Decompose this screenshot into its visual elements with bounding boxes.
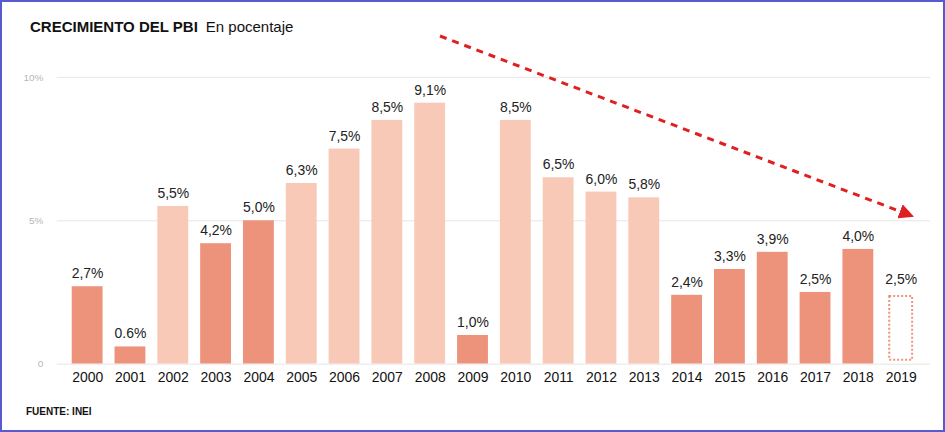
- svg-text:2005: 2005: [286, 369, 317, 385]
- svg-text:4,2%: 4,2%: [200, 222, 232, 238]
- svg-text:2010: 2010: [500, 369, 531, 385]
- svg-text:5,0%: 5,0%: [243, 199, 275, 215]
- svg-text:2004: 2004: [243, 369, 274, 385]
- svg-text:2000: 2000: [72, 369, 103, 385]
- svg-text:8,5%: 8,5%: [500, 99, 532, 115]
- svg-text:2,5%: 2,5%: [885, 271, 917, 287]
- svg-text:2002: 2002: [158, 369, 189, 385]
- svg-text:2016: 2016: [757, 369, 788, 385]
- svg-text:5,5%: 5,5%: [157, 185, 189, 201]
- svg-text:2012: 2012: [586, 369, 617, 385]
- svg-text:2011: 2011: [544, 369, 574, 385]
- html-text:CRECIMIENTO DEL PBI: CRECIMIENTO DEL PBI: [30, 18, 198, 35]
- svg-text:2,7%: 2,7%: [72, 265, 104, 281]
- svg-text:8,5%: 8,5%: [371, 99, 403, 115]
- svg-text:2003: 2003: [201, 369, 232, 385]
- svg-text:2017: 2017: [800, 369, 831, 385]
- html-text:FUENTE: INEI: FUENTE: INEI: [26, 406, 92, 417]
- svg-text:2013: 2013: [629, 369, 660, 385]
- svg-text:9,1%: 9,1%: [414, 82, 446, 98]
- svg-text:4,0%: 4,0%: [842, 228, 874, 244]
- svg-text:5,8%: 5,8%: [628, 176, 660, 192]
- svg-text:3,3%: 3,3%: [714, 248, 746, 264]
- html-text:En pocentaje: En pocentaje: [205, 18, 294, 35]
- svg-text:7,5%: 7,5%: [329, 128, 361, 144]
- svg-text:2019: 2019: [886, 369, 917, 385]
- svg-text:2014: 2014: [672, 369, 703, 385]
- svg-text:6,0%: 6,0%: [586, 171, 618, 187]
- svg-text:2015: 2015: [714, 369, 745, 385]
- svg-text:10%: 10%: [23, 72, 43, 83]
- svg-text:1,0%: 1,0%: [457, 314, 489, 330]
- svg-text:2,4%: 2,4%: [671, 274, 703, 290]
- svg-text:0: 0: [38, 358, 44, 369]
- svg-text:2006: 2006: [329, 369, 360, 385]
- svg-text:2009: 2009: [457, 369, 488, 385]
- svg-text:2007: 2007: [372, 369, 403, 385]
- svg-text:0.6%: 0.6%: [115, 325, 147, 341]
- svg-text:2008: 2008: [415, 369, 446, 385]
- svg-text:2018: 2018: [843, 369, 874, 385]
- svg-text:3,9%: 3,9%: [757, 231, 789, 247]
- svg-text:6,3%: 6,3%: [286, 162, 318, 178]
- svg-text:6,5%: 6,5%: [543, 156, 575, 172]
- svg-text:2001: 2001: [115, 369, 146, 385]
- svg-text:5%: 5%: [29, 215, 44, 226]
- svg-text:2,5%: 2,5%: [800, 271, 832, 287]
